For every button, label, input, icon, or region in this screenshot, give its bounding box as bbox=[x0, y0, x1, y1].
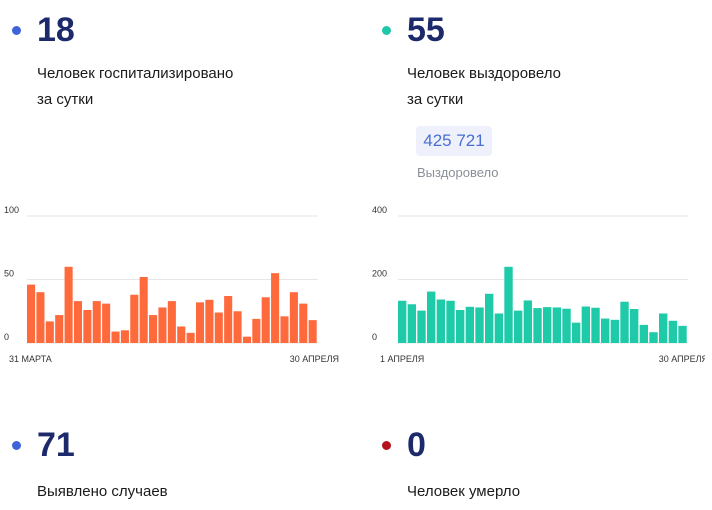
hospitalized-bar-chart: 100 50 0 31 МАРТА 30 АПРЕЛЯ bbox=[4, 205, 339, 364]
bar bbox=[308, 320, 317, 343]
recovered-total-badge: 425 721 bbox=[416, 126, 492, 156]
bar bbox=[214, 312, 223, 343]
bar bbox=[504, 266, 513, 343]
cases-label: Выявлено случаев bbox=[37, 483, 168, 500]
bar bbox=[591, 307, 600, 343]
bar bbox=[299, 303, 308, 343]
recovered-label-line2: за сутки bbox=[407, 91, 464, 108]
bar bbox=[149, 315, 158, 343]
bar bbox=[630, 309, 639, 343]
bar bbox=[581, 306, 591, 343]
recovered-dot bbox=[382, 26, 391, 35]
bar bbox=[485, 293, 494, 343]
x-end-label: 30 АПРЕЛЯ bbox=[290, 354, 339, 364]
bar bbox=[139, 276, 148, 343]
x-start-label: 1 АПРЕЛЯ bbox=[380, 354, 424, 364]
bar bbox=[610, 319, 620, 343]
bar bbox=[102, 303, 111, 343]
bar bbox=[407, 304, 417, 343]
bar bbox=[36, 292, 45, 343]
x-start-label: 31 МАРТА bbox=[9, 354, 52, 364]
bar bbox=[55, 315, 64, 343]
bar bbox=[649, 332, 658, 343]
recovered-bar-chart: 400 200 0 1 АПРЕЛЯ 30 АПРЕЛЯ bbox=[372, 205, 705, 364]
bar bbox=[120, 330, 129, 343]
bar bbox=[639, 324, 649, 343]
bar bbox=[446, 300, 455, 343]
bar bbox=[242, 336, 251, 343]
bar bbox=[475, 307, 484, 343]
bar bbox=[186, 332, 195, 343]
bar bbox=[514, 310, 523, 343]
bar bbox=[398, 300, 407, 343]
y-tick-label: 0 bbox=[4, 332, 9, 342]
deaths-value: 0 bbox=[407, 426, 426, 464]
recovered-label-line1: Человек выздоровело bbox=[407, 65, 561, 82]
hospitalized-value: 18 bbox=[37, 11, 75, 49]
bar bbox=[601, 318, 610, 343]
bar bbox=[261, 297, 270, 343]
bar bbox=[73, 301, 83, 343]
y-tick-label: 400 bbox=[372, 205, 387, 215]
bar bbox=[45, 321, 54, 343]
bar bbox=[427, 291, 436, 343]
recovered-value: 55 bbox=[407, 11, 445, 49]
bar bbox=[130, 294, 139, 343]
y-tick-label: 200 bbox=[372, 269, 387, 279]
bar bbox=[233, 311, 242, 343]
deaths-label: Человек умерло bbox=[407, 483, 521, 500]
y-tick-label: 50 bbox=[4, 269, 14, 279]
bar bbox=[280, 316, 289, 343]
bar bbox=[417, 310, 426, 343]
bar bbox=[523, 300, 533, 343]
bar bbox=[533, 308, 542, 343]
bar bbox=[158, 307, 167, 343]
bar bbox=[659, 313, 668, 343]
cases-value: 71 bbox=[37, 426, 75, 464]
bar bbox=[436, 299, 446, 343]
bar bbox=[494, 313, 504, 343]
bar bbox=[111, 331, 120, 343]
y-tick-label: 0 bbox=[372, 332, 377, 342]
bar bbox=[92, 301, 101, 343]
hospitalized-label-line1: Человек госпитализировано bbox=[37, 65, 234, 82]
x-end-label: 30 АПРЕЛЯ bbox=[659, 354, 705, 364]
y-tick-label: 100 bbox=[4, 205, 19, 215]
bar bbox=[572, 322, 581, 343]
deaths-dot bbox=[382, 441, 391, 450]
bar bbox=[27, 284, 36, 343]
bar bbox=[252, 318, 261, 343]
bar bbox=[64, 266, 73, 343]
bar bbox=[552, 307, 562, 343]
bar bbox=[562, 308, 571, 343]
bar bbox=[271, 273, 280, 343]
bar bbox=[456, 309, 465, 343]
bar bbox=[668, 320, 678, 343]
bar bbox=[205, 299, 214, 343]
hospitalized-label-line2: за сутки bbox=[37, 91, 94, 108]
bar bbox=[83, 309, 92, 343]
bar bbox=[177, 326, 186, 343]
hospitalized-dot bbox=[12, 26, 21, 35]
bar bbox=[224, 296, 233, 343]
cases-dot bbox=[12, 441, 21, 450]
bar bbox=[167, 301, 176, 343]
bar bbox=[678, 325, 687, 343]
recovered-total-label: Выздоровело bbox=[417, 165, 499, 180]
bar bbox=[195, 302, 205, 343]
bar bbox=[289, 292, 298, 343]
bar bbox=[543, 307, 552, 343]
bar bbox=[465, 306, 475, 343]
bar bbox=[620, 301, 629, 343]
